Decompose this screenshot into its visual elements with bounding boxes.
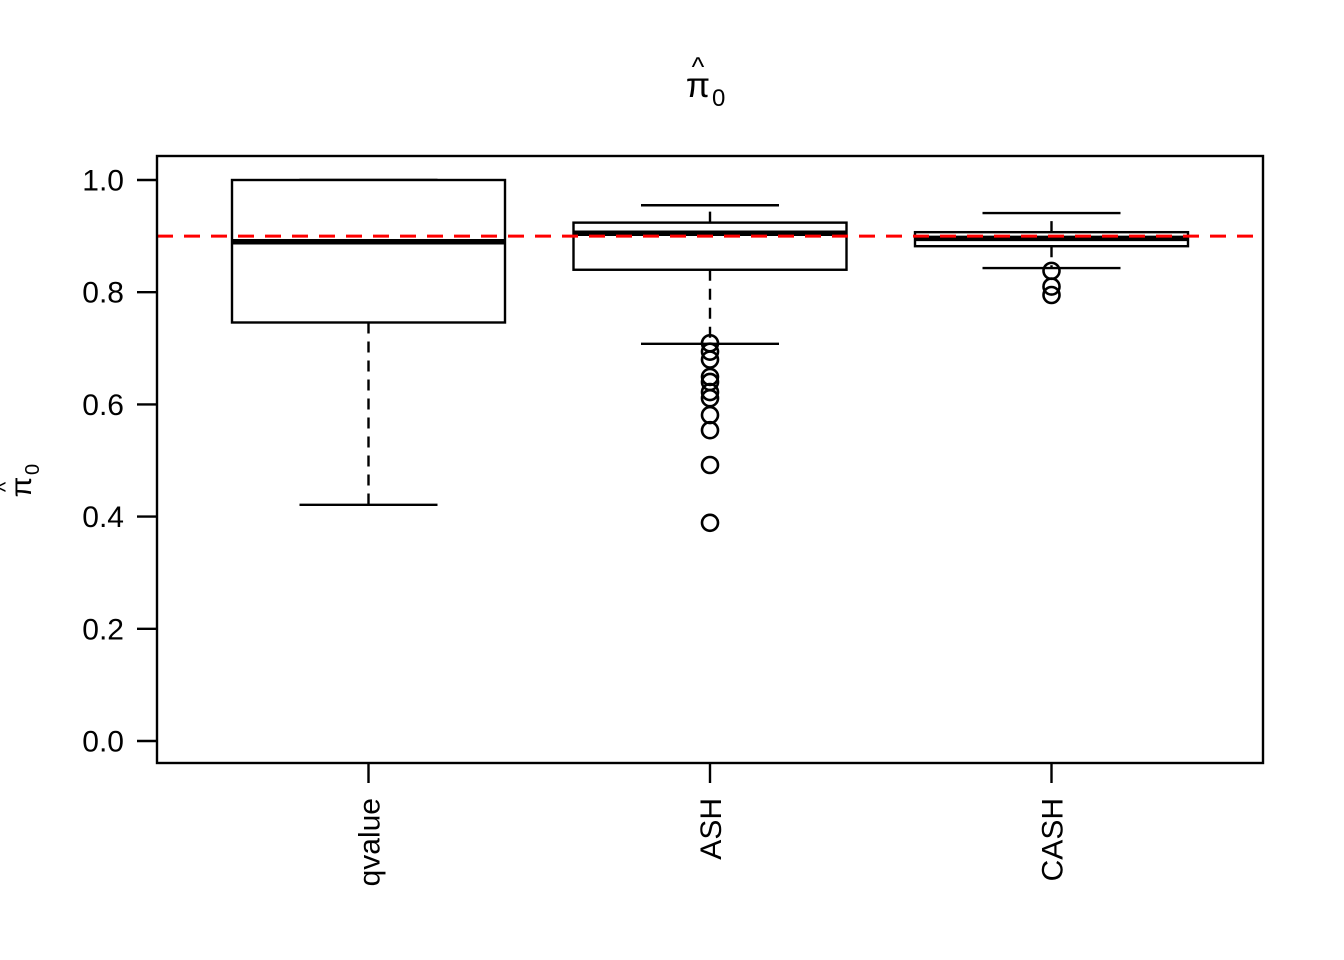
iqr-box [230, 178, 507, 324]
title-hat-glyph: ^ [692, 52, 705, 82]
y-axis-title-subscript: 0 [22, 464, 44, 475]
outlier-point [700, 513, 720, 533]
boxplot-qvalue [230, 178, 507, 507]
boxplot-ASH [572, 204, 848, 533]
y-axis-tick-label: 0.4 [82, 501, 124, 534]
y-axis-tick-label: 1.0 [82, 165, 124, 198]
outlier-point [700, 350, 720, 369]
outlier-point [700, 382, 720, 402]
outlier-point [700, 405, 720, 425]
outlier-point [1042, 285, 1061, 305]
y-axis-tick-label: 0.8 [82, 277, 124, 310]
y-axis-title-pi-glyph: π [5, 477, 38, 498]
y-axis-title: ^π 0 [0, 464, 44, 497]
outlier-point [700, 455, 720, 475]
y-axis-tick-label: 0.6 [82, 389, 124, 422]
y-axis-tick-label: 0.2 [82, 613, 124, 646]
y-axis-tick-label: 0.0 [82, 726, 124, 759]
y-axis-title-hat-glyph: ^ [0, 481, 18, 492]
boxplot-CASH [913, 211, 1190, 305]
outlier-point [700, 420, 720, 440]
x-axis-label-ASH: ASH [695, 798, 728, 860]
chart-title: ^π 0 [686, 52, 725, 112]
x-axis-label-CASH: CASH [1037, 798, 1070, 881]
title-subscript: 0 [712, 85, 725, 112]
outlier-point [1042, 277, 1061, 296]
outlier-point [700, 342, 720, 361]
title-pi-glyph: π [686, 66, 710, 105]
x-axis-label-qvalue: qvalue [354, 798, 387, 886]
iqr-box [572, 221, 848, 271]
